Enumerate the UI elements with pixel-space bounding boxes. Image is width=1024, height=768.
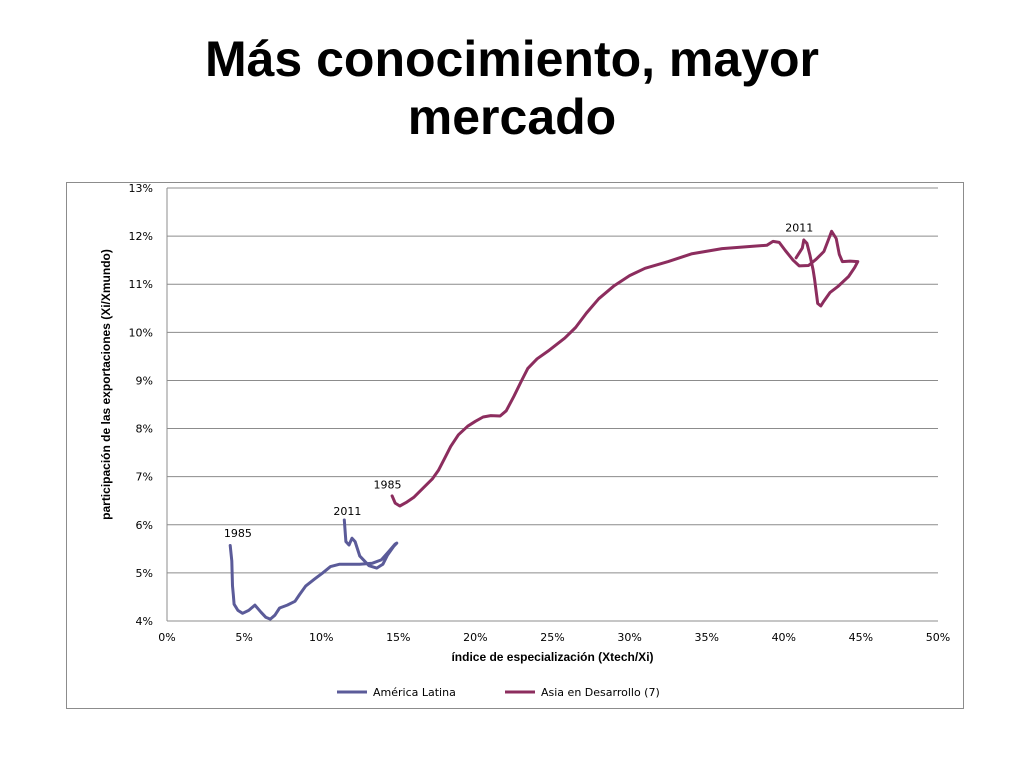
series-line-0 (228, 518, 399, 621)
y-tick-label-8: 12% (129, 230, 153, 243)
slide-title-line-2: mercado (407, 89, 617, 145)
y-tick-label-6: 10% (129, 326, 153, 339)
y-tick-label-3: 7% (136, 471, 153, 484)
series-lines (228, 229, 860, 621)
legend-label-0: América Latina (373, 686, 456, 699)
slide-title-line-1: Más conocimiento, mayor (204, 31, 820, 87)
annotation-0: 1985 (224, 527, 252, 540)
y-tick-label-9: 13% (129, 183, 153, 195)
series-line-1 (390, 229, 860, 508)
x-tick-label-9: 45% (849, 631, 873, 644)
y-tick-label-0: 4% (136, 615, 153, 628)
x-tick-label-1: 5% (235, 631, 252, 644)
x-tick-label-7: 35% (694, 631, 718, 644)
x-tick-labels: 0% 5% 10% 15% 20% 25% 30% 35% 40% 45% 50% (158, 631, 950, 644)
annotation-2: 1985 (374, 479, 402, 492)
y-tick-label-2: 6% (136, 519, 153, 532)
y-axis-title: participación de las exportaciones (Xi/X… (99, 249, 113, 520)
x-tick-label-10: 50% (926, 631, 950, 644)
chart-frame: 0% 5% 10% 15% 20% 25% 30% 35% 40% 45% 50% 4% 5% 6% 7%… (66, 182, 964, 709)
x-tick-label-8: 40% (772, 631, 796, 644)
x-tick-label-2: 10% (309, 631, 333, 644)
x-tick-label-6: 30% (617, 631, 641, 644)
annotation-1: 2011 (333, 505, 361, 518)
y-tick-label-4: 8% (136, 423, 153, 436)
y-tick-label-5: 9% (136, 374, 153, 387)
annotations: 1985 2011 1985 2011 (224, 221, 813, 540)
y-tick-label-7: 11% (129, 278, 153, 291)
chart-svg: 0% 5% 10% 15% 20% 25% 30% 35% 40% 45% 50% 4% 5% 6% 7%… (99, 183, 950, 699)
legend-label-1: Asia en Desarrollo (7) (541, 686, 660, 699)
annotation-3: 2011 (785, 221, 813, 234)
grid-lines (166, 187, 938, 622)
x-tick-label-5: 25% (540, 631, 564, 644)
slide-title: Más conocimiento, mayor mercado (0, 30, 1024, 146)
legend: América Latina Asia en Desarrollo (7) (337, 686, 660, 699)
x-axis-title: índice de especialización (Xtech/Xi) (451, 650, 653, 664)
y-tick-labels: 4% 5% 6% 7% 8% 9% 10% 11% 12% 13% (129, 183, 153, 628)
x-tick-label-4: 20% (463, 631, 487, 644)
y-tick-label-1: 5% (136, 567, 153, 580)
x-tick-label-0: 0% (158, 631, 175, 644)
x-tick-label-3: 15% (386, 631, 410, 644)
